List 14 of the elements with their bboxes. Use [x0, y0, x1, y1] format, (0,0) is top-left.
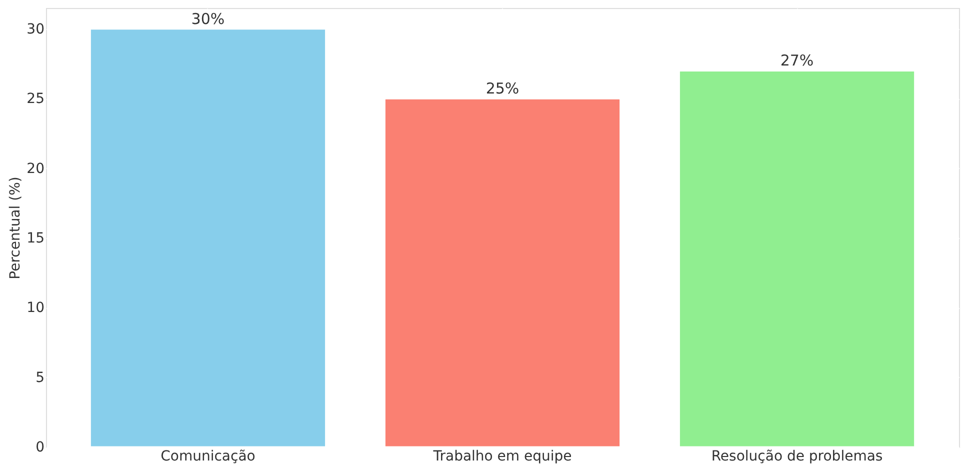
y-tick-label: 10	[26, 300, 44, 316]
y-tick-label: 0	[36, 440, 44, 456]
y-tick-label: 15	[26, 230, 44, 246]
x-tick-label: Trabalho em equipe	[432, 448, 572, 464]
y-tick-label: 20	[26, 160, 44, 177]
y-axis-title: Percentual (%)	[8, 176, 24, 280]
data-label: 27%	[780, 52, 814, 70]
data-label: 30%	[191, 10, 225, 28]
y-tick-label: 25	[26, 91, 44, 108]
y-tick-label: 30	[26, 21, 44, 38]
x-tick-label: Comunicação	[160, 448, 256, 464]
x-tick-label: Resolução de problemas	[711, 448, 883, 464]
y-tick-label: 5	[36, 370, 44, 386]
data-label: 25%	[486, 80, 520, 98]
